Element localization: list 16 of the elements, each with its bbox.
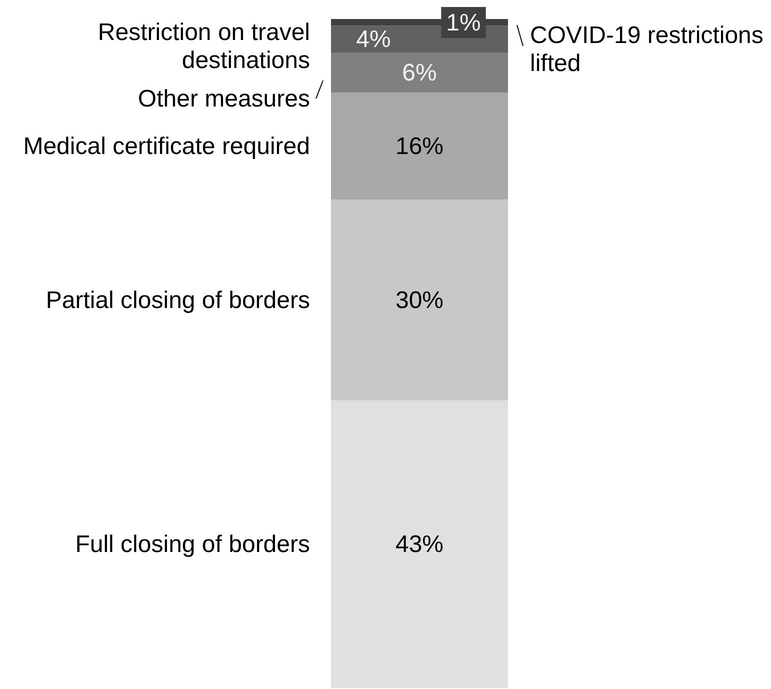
series-label: COVID-19 restrictions lifted — [530, 22, 764, 76]
data-label: 43% — [395, 530, 444, 558]
data-label: 6% — [402, 59, 437, 86]
data-label: 30% — [395, 286, 444, 314]
series-label: Restriction on travel destinations — [98, 18, 310, 74]
bar — [331, 200, 508, 400]
series-label: Full closing of borders — [75, 530, 310, 558]
data-label: 4% — [356, 26, 391, 53]
data-label: 1% — [446, 9, 481, 36]
series-label: Other measures — [138, 85, 310, 112]
bar — [331, 400, 508, 688]
data-label: 16% — [395, 132, 444, 160]
series-label: Medical certificate required — [23, 132, 310, 160]
bar — [331, 92, 508, 200]
series-label: Partial closing of borders — [46, 286, 310, 314]
bar — [331, 52, 508, 93]
